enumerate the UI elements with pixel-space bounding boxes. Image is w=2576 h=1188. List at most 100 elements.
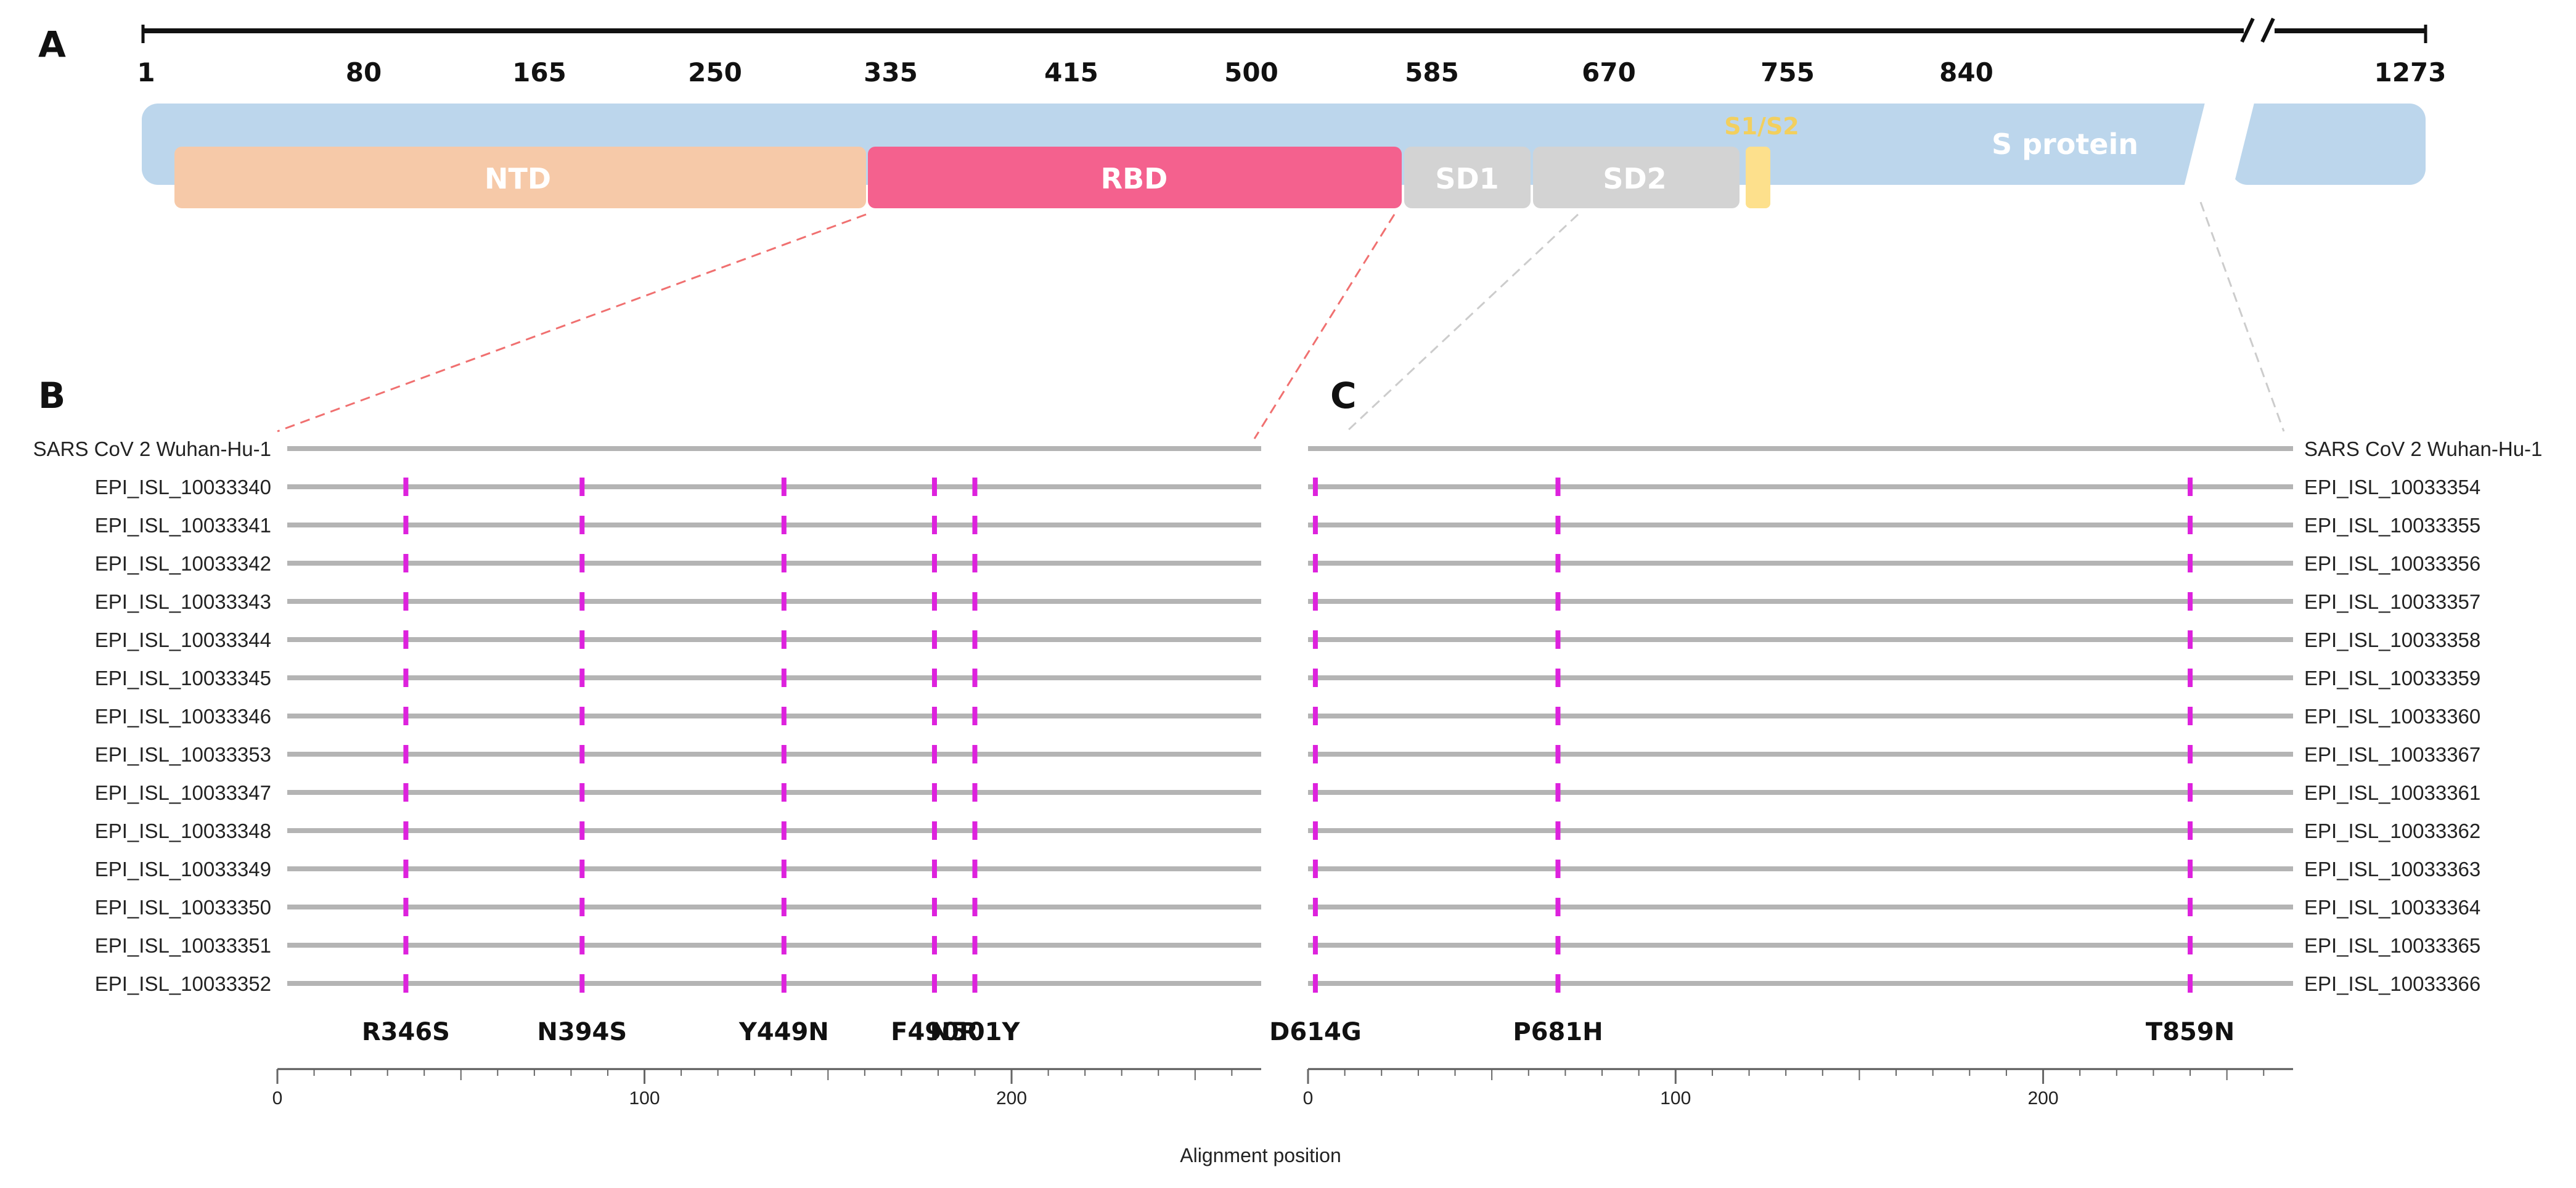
- mutation-mark: [579, 898, 585, 916]
- mutation-mark: [579, 707, 585, 725]
- axis-break-mark: [2240, 17, 2255, 43]
- mutation-mark: [972, 745, 978, 763]
- mutation-mark: [931, 669, 937, 687]
- ruler-label: 1273: [2374, 57, 2447, 87]
- mutation-mark: [403, 592, 409, 611]
- sequence-label: EPI_ISL_10033360: [2304, 705, 2480, 728]
- s1s2-label: S1/S2: [1724, 113, 1799, 140]
- mutation-mark: [403, 783, 409, 802]
- mutation-mark: [403, 516, 409, 534]
- mutation-mark: [579, 630, 585, 649]
- mutation-mark: [1555, 478, 1561, 496]
- mutation-mark: [579, 821, 585, 840]
- panel-b-letter: B: [38, 375, 65, 417]
- ntd-domain: [174, 147, 866, 208]
- sequence-label: EPI_ISL_10033361: [2304, 781, 2480, 804]
- mutation-mark: [403, 936, 409, 954]
- mutation-mark: [1555, 821, 1561, 840]
- mutation-mark: [972, 707, 978, 725]
- mutation-mark: [972, 669, 978, 687]
- mutation-mark: [1312, 630, 1318, 649]
- mutation-mark: [781, 669, 787, 687]
- mutation-mark: [781, 898, 787, 916]
- mutation-mark: [1312, 478, 1318, 496]
- mutation-mark: [579, 516, 585, 534]
- mutation-mark: [1555, 936, 1561, 954]
- domain-map: S protein NTD RBD SD1 SD2 S1/S2: [142, 92, 2426, 208]
- mutation-mark: [781, 478, 787, 496]
- ruler-label: 755: [1760, 57, 1815, 87]
- alignment-panel-b: SARS CoV 2 Wuhan-Hu-1 EPI_ISL_10033340 EPI…: [33, 437, 1261, 1109]
- mutation-mark: [931, 974, 937, 993]
- s-protein-bar-tail: [2231, 104, 2426, 185]
- mutation-mark: [2188, 783, 2193, 802]
- mutation-mark: [2188, 630, 2193, 649]
- mutation-mark: [1555, 707, 1561, 725]
- mutation-mark: [579, 974, 585, 993]
- panel-c-letter: C: [1330, 375, 1357, 417]
- mutation-mark: [403, 898, 409, 916]
- mutation-mark: [781, 707, 787, 725]
- mutation-mark: [2188, 898, 2193, 916]
- ruler-label: 80: [346, 57, 382, 87]
- sequence-label: EPI_ISL_10033343: [95, 590, 271, 613]
- mutation-mark: [931, 936, 937, 954]
- mutation-label: F490R: [891, 1018, 978, 1046]
- sequence-label: EPI_ISL_10033344: [95, 629, 271, 651]
- mutation-mark: [579, 860, 585, 878]
- mutation-mark: [2188, 592, 2193, 611]
- mutation-label: T859N: [2146, 1018, 2235, 1046]
- alignment-panel-c: SARS CoV 2 Wuhan-Hu-1 EPI_ISL_10033354 EPI…: [1269, 437, 2542, 1109]
- mutation-mark: [931, 592, 937, 611]
- sd1-domain: [1404, 147, 1531, 208]
- mutation-mark: [931, 516, 937, 534]
- mutation-mark: [1312, 898, 1318, 916]
- mutation-mark: [781, 860, 787, 878]
- mutation-mark: [1555, 592, 1561, 611]
- mutation-mark: [1312, 783, 1318, 802]
- zoom-line-c-left: [1346, 213, 1579, 433]
- sequence-label: EPI_ISL_10033342: [95, 552, 271, 575]
- mutation-label: Y449N: [738, 1018, 829, 1046]
- s-protein-label: S protein: [1992, 128, 2138, 161]
- x-axis-tick-label: 200: [2028, 1088, 2059, 1109]
- ntd-label: NTD: [485, 162, 551, 195]
- mutation-mark: [931, 898, 937, 916]
- mutation-mark: [2188, 669, 2193, 687]
- mutation-mark: [579, 745, 585, 763]
- mutation-label: P681H: [1513, 1018, 1603, 1046]
- mutation-mark: [972, 516, 978, 534]
- mutation-mark: [1312, 974, 1318, 993]
- mutation-mark: [2188, 707, 2193, 725]
- mutation-mark: [781, 554, 787, 572]
- sequence-label: EPI_ISL_10033366: [2304, 972, 2480, 995]
- mutation-mark: [1312, 936, 1318, 954]
- sequence-label: EPI_ISL_10033341: [95, 514, 271, 537]
- sequence-label: EPI_ISL_10033358: [2304, 629, 2480, 651]
- mutation-mark: [579, 669, 585, 687]
- panel-a-letter: A: [38, 23, 66, 65]
- rbd-domain: [868, 147, 1402, 208]
- zoom-line-rbd-right: [1253, 214, 1396, 439]
- mutation-mark: [972, 936, 978, 954]
- mutation-mark: [403, 860, 409, 878]
- mutation-mark: [931, 821, 937, 840]
- x-axis-tick-label: 200: [996, 1088, 1027, 1109]
- mutation-mark: [972, 630, 978, 649]
- mutation-mark: [972, 783, 978, 802]
- mutation-mark: [931, 745, 937, 763]
- ruler-label: 500: [1224, 57, 1278, 87]
- mutation-mark: [1312, 821, 1318, 840]
- mutation-mark: [2188, 554, 2193, 572]
- mutation-mark: [1555, 745, 1561, 763]
- mutation-mark: [2188, 974, 2193, 993]
- sequence-label: EPI_ISL_10033353: [95, 743, 271, 766]
- mutation-mark: [2188, 516, 2193, 534]
- mutation-mark: [931, 860, 937, 878]
- mutation-mark: [1312, 745, 1318, 763]
- mutation-mark: [972, 554, 978, 572]
- mutation-mark: [781, 630, 787, 649]
- mutation-mark: [781, 516, 787, 534]
- mutation-mark: [1555, 554, 1561, 572]
